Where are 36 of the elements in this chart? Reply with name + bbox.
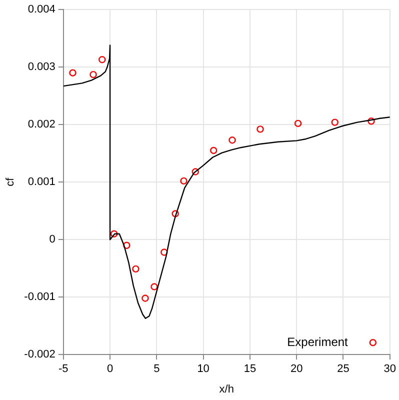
point [331, 118, 338, 126]
legend-label: Experiment [287, 334, 349, 349]
point [180, 177, 188, 185]
x-tick-label: 20 [290, 363, 303, 376]
point [90, 70, 97, 78]
y-tick-label: 0.001 [28, 176, 56, 188]
point [228, 136, 236, 144]
x-tick-label: 30 [384, 363, 396, 376]
y-tick-label: 0 [49, 234, 56, 246]
point [160, 248, 168, 256]
point [142, 294, 149, 302]
x-tick-label: 10 [197, 363, 210, 376]
point [210, 146, 218, 154]
x-tick-label: 25 [337, 363, 350, 376]
point [123, 242, 130, 249]
point [69, 69, 76, 76]
point [192, 168, 199, 176]
point [110, 230, 118, 238]
point [150, 283, 158, 290]
y-tick-label: -0.001 [24, 291, 56, 304]
x-axis-title: x/h [219, 383, 234, 396]
y-tick-label: 0.002 [28, 118, 56, 131]
point [132, 265, 140, 273]
y-tick-label: 0.004 [28, 4, 56, 16]
x-tick-label: 15 [244, 363, 256, 376]
point [294, 120, 302, 128]
point [172, 210, 179, 218]
y-tick-label: -0.002 [24, 348, 56, 361]
point [368, 118, 375, 125]
x-tick-label: 5 [154, 363, 160, 376]
x-tick-label: 0 [106, 363, 114, 376]
point [256, 126, 264, 133]
x-tick-label: -5 [58, 363, 68, 376]
point [98, 56, 106, 64]
y-axis-title: cf [4, 176, 17, 186]
y-tick-label: 0.003 [28, 61, 56, 74]
